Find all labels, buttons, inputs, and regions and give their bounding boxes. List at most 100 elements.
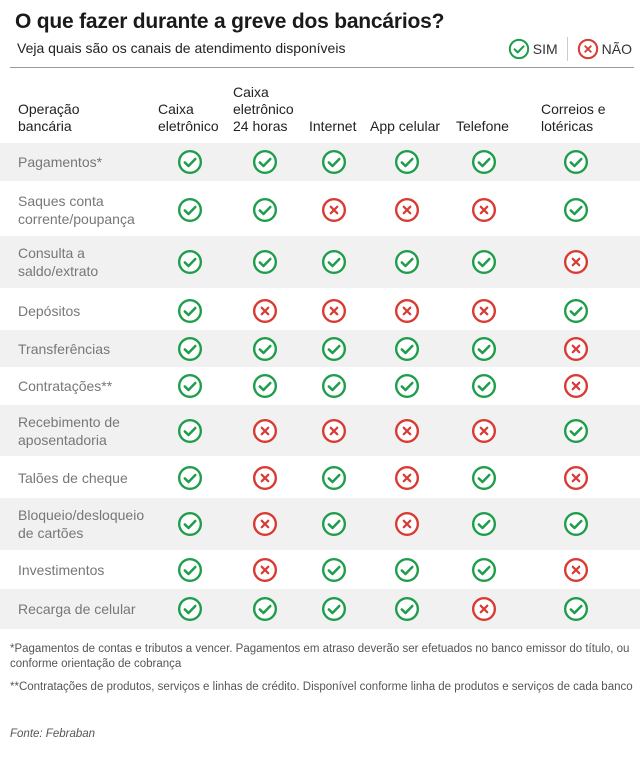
legend-no: NÃO bbox=[577, 38, 632, 60]
check-circle-icon bbox=[177, 249, 203, 275]
x-circle-icon bbox=[252, 418, 278, 444]
footnote-1: *Pagamentos de contas e tributos a vence… bbox=[10, 643, 630, 670]
check-circle-icon bbox=[563, 298, 589, 324]
x-circle-icon bbox=[394, 298, 420, 324]
x-circle-icon bbox=[394, 465, 420, 491]
check-circle-icon bbox=[394, 557, 420, 583]
x-circle-icon bbox=[577, 38, 602, 60]
check-circle-icon bbox=[563, 149, 589, 175]
row-label: Saques conta corrente/poupança bbox=[18, 193, 135, 227]
check-circle-icon bbox=[563, 596, 589, 622]
check-circle-icon bbox=[177, 465, 203, 491]
x-circle-icon bbox=[394, 418, 420, 444]
x-circle-icon bbox=[252, 511, 278, 537]
legend-yes: SIM bbox=[508, 38, 558, 60]
table-row: Investimentos bbox=[0, 551, 640, 589]
x-circle-icon bbox=[471, 596, 497, 622]
check-circle-icon bbox=[471, 249, 497, 275]
check-circle-icon bbox=[177, 557, 203, 583]
legend-divider bbox=[566, 37, 568, 61]
infographic-title: O que fazer durante a greve dos bancário… bbox=[15, 10, 445, 33]
x-circle-icon bbox=[563, 249, 589, 275]
row-label: Bloqueio/desloqueio de cartões bbox=[18, 507, 145, 541]
check-circle-icon bbox=[563, 197, 589, 223]
check-circle-icon bbox=[321, 557, 347, 583]
column-header-5: Telefone bbox=[456, 118, 509, 134]
table-row: Consulta a saldo/extrato bbox=[0, 236, 640, 288]
table-row: Depósitos bbox=[0, 291, 640, 330]
check-circle-icon bbox=[252, 249, 278, 275]
row-label: Transferências bbox=[18, 340, 111, 357]
x-circle-icon bbox=[394, 197, 420, 223]
check-circle-icon bbox=[177, 298, 203, 324]
check-circle-icon bbox=[471, 373, 497, 399]
row-label: Talões de cheque bbox=[18, 470, 128, 486]
check-circle-icon bbox=[394, 373, 420, 399]
table-row: Contratações** bbox=[0, 367, 640, 404]
check-circle-icon bbox=[252, 596, 278, 622]
x-circle-icon bbox=[394, 511, 420, 537]
column-header-1: Caixa eletrônico bbox=[158, 101, 219, 134]
check-circle-icon bbox=[177, 149, 203, 175]
check-circle-icon bbox=[177, 197, 203, 223]
check-circle-icon bbox=[394, 336, 420, 362]
check-circle-icon bbox=[252, 197, 278, 223]
check-circle-icon bbox=[177, 511, 203, 537]
legend-yes-label: SIM bbox=[532, 41, 558, 57]
check-circle-icon bbox=[563, 418, 589, 444]
x-circle-icon bbox=[252, 465, 278, 491]
table-row: Recarga de celular bbox=[0, 589, 640, 629]
check-circle-icon bbox=[321, 511, 347, 537]
check-circle-icon bbox=[394, 249, 420, 275]
header-divider bbox=[10, 67, 634, 68]
check-circle-icon bbox=[321, 465, 347, 491]
check-circle-icon bbox=[471, 149, 497, 175]
table-row: Talões de cheque bbox=[0, 458, 640, 498]
legend-no-label: NÃO bbox=[601, 41, 632, 57]
table-row: Transferências bbox=[0, 330, 640, 367]
row-label: Investimentos bbox=[18, 562, 105, 578]
check-circle-icon bbox=[252, 149, 278, 175]
check-circle-icon bbox=[471, 465, 497, 491]
row-label: Pagamentos* bbox=[18, 154, 103, 170]
legend: SIM NÃO bbox=[508, 37, 632, 61]
check-circle-icon bbox=[394, 149, 420, 175]
check-circle-icon bbox=[321, 336, 347, 362]
x-circle-icon bbox=[321, 298, 347, 324]
check-circle-icon bbox=[321, 596, 347, 622]
x-circle-icon bbox=[252, 298, 278, 324]
x-circle-icon bbox=[471, 418, 497, 444]
source-note: Fonte: Febraban bbox=[10, 728, 96, 740]
footnote-2: **Contratações de produtos, serviços e l… bbox=[10, 681, 633, 693]
check-circle-icon bbox=[471, 557, 497, 583]
row-label: Contratações** bbox=[18, 377, 113, 394]
x-circle-icon bbox=[563, 465, 589, 491]
row-label: Consulta a saldo/extrato bbox=[18, 245, 99, 279]
row-label: Depósitos bbox=[18, 302, 81, 319]
table-row: Pagamentos* bbox=[0, 143, 640, 181]
check-circle-icon bbox=[177, 336, 203, 362]
column-header-operation: Operação bancária bbox=[18, 101, 80, 134]
check-circle-icon bbox=[177, 596, 203, 622]
table-row: Saques conta corrente/poupança bbox=[0, 186, 640, 234]
x-circle-icon bbox=[563, 557, 589, 583]
x-circle-icon bbox=[471, 298, 497, 324]
x-circle-icon bbox=[563, 373, 589, 399]
x-circle-icon bbox=[563, 336, 589, 362]
check-circle-icon bbox=[177, 373, 203, 399]
row-label: Recarga de celular bbox=[18, 601, 136, 617]
x-circle-icon bbox=[252, 557, 278, 583]
column-header-4: App celular bbox=[370, 118, 441, 134]
row-label: Recebimento de aposentadoria bbox=[18, 413, 120, 448]
check-circle-icon bbox=[471, 511, 497, 537]
table-row: Bloqueio/desloqueio de cartões bbox=[0, 498, 640, 550]
check-circle-icon bbox=[471, 336, 497, 362]
check-circle-icon bbox=[177, 418, 203, 444]
check-circle-icon bbox=[252, 336, 278, 362]
check-circle-icon bbox=[508, 38, 533, 60]
check-circle-icon bbox=[321, 373, 347, 399]
column-header-6: Correios e lotéricas bbox=[541, 101, 606, 134]
table-row: Recebimento de aposentadoria bbox=[0, 405, 640, 456]
infographic-subtitle: Veja quais são os canais de atendimento … bbox=[17, 40, 346, 56]
check-circle-icon bbox=[321, 149, 347, 175]
